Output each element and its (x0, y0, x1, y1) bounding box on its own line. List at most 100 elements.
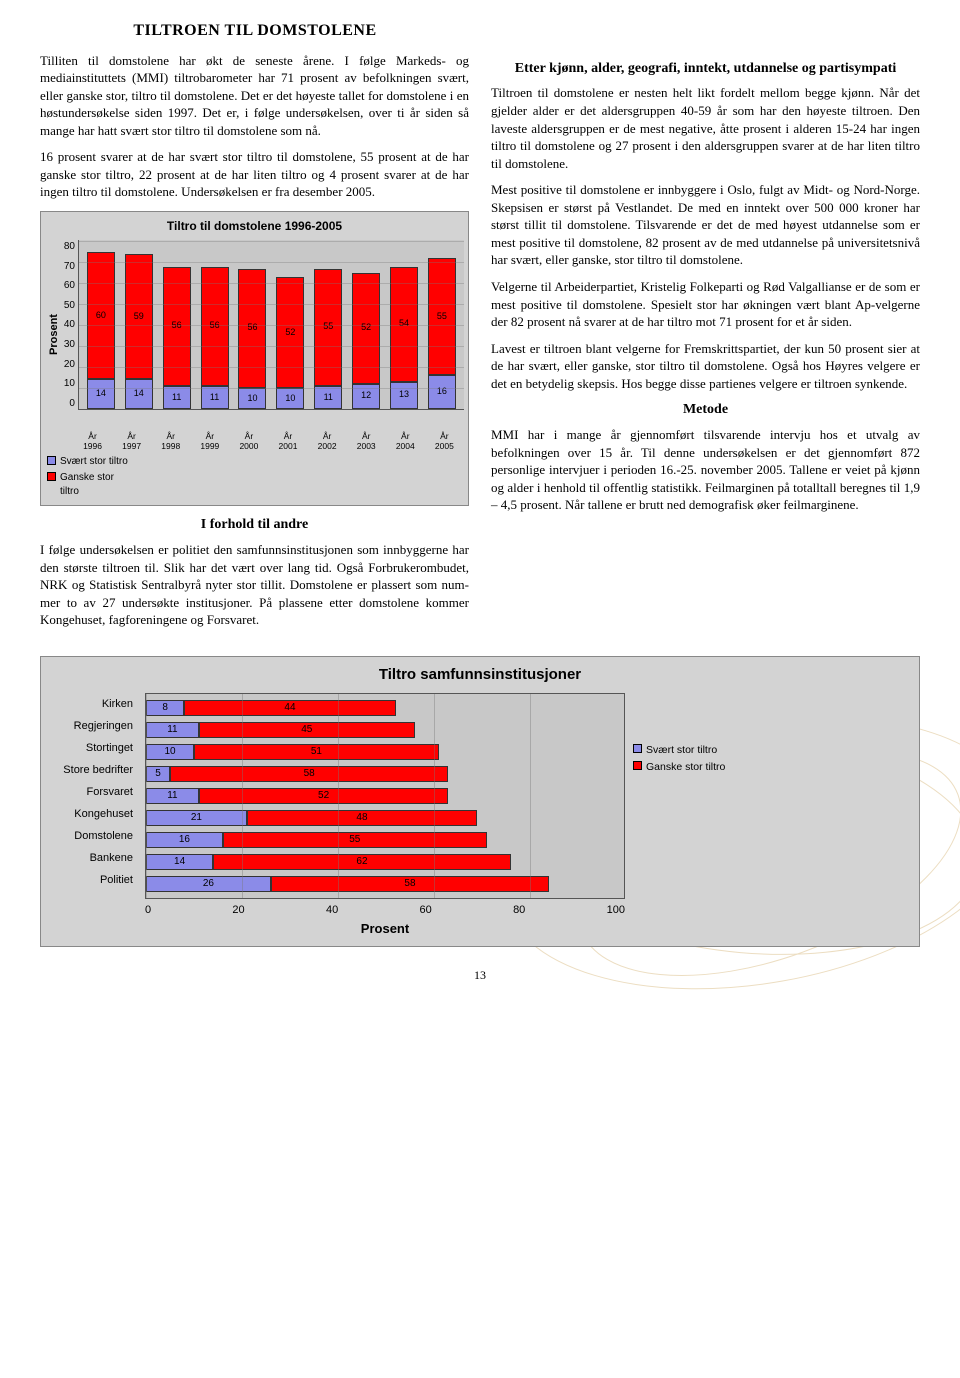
chart1-legend-item: Ganske stor tiltro (47, 471, 462, 498)
chart1-bar: 1155 (314, 269, 342, 409)
chart1-segment-bottom: 13 (390, 382, 418, 410)
chart1-segment-bottom: 10 (276, 388, 304, 409)
chart2-bar-row: 1152 (146, 785, 624, 807)
chart2-plot-area: 8441145105155811522148165514622658 (145, 693, 625, 899)
chart1-segment-top: 54 (390, 267, 418, 382)
legend-swatch (633, 761, 642, 770)
chart2-categories: KirkenRegjeringenStortingetStore bedrift… (47, 693, 137, 891)
chart1-segment-bottom: 14 (87, 379, 115, 409)
chart1-segment-bottom: 12 (352, 384, 380, 410)
chart1-xtick: År 1998 (157, 432, 185, 451)
chart1-segment-bottom: 11 (163, 386, 191, 409)
chart1-xtick: År 2004 (391, 432, 419, 451)
right-p2: Mest positive til domstolene er innbygge… (491, 181, 920, 269)
chart2-xlabel: Prosent (145, 918, 625, 938)
heading-i-forhold-til-andre: I forhold til andre (40, 516, 469, 535)
chart1-ytick: 60 (64, 279, 75, 293)
legend-label: Svært stor tiltro (646, 743, 717, 757)
two-column-layout: Tilliten til domstolene har økt de senes… (40, 52, 920, 638)
chart1-xtick: År 2005 (430, 432, 458, 451)
chart1-ytick: 40 (64, 318, 75, 332)
chart2-bar-row: 558 (146, 763, 624, 785)
chart2-xtick: 40 (326, 903, 338, 918)
intro-paragraph-2: 16 prosent svarer at de har svært stor t… (40, 148, 469, 201)
chart2-segment-left: 5 (146, 766, 170, 782)
legend-label: Svært stor tiltro (60, 455, 128, 469)
chart1-bar: 1156 (201, 267, 229, 409)
chart2-bar-row: 1051 (146, 741, 624, 763)
chart1-yticks: 01020304050607080 (64, 240, 78, 410)
chart1-bar: 1156 (163, 267, 191, 409)
right-p1: Tiltroen til domstolene er nesten helt l… (491, 84, 920, 172)
chart2-category-label: Kongehuset (47, 803, 137, 825)
chart2-category-label: Forsvaret (47, 781, 137, 803)
chart2-legend-item: Ganske stor tiltro (633, 760, 763, 774)
chart2-xtick: 100 (607, 903, 625, 918)
legend-label: Ganske stor tiltro (646, 760, 725, 774)
chart2-segment-right: 58 (170, 766, 448, 782)
chart1-ytick: 70 (64, 260, 75, 274)
chart2-category-label: Domstolene (47, 825, 137, 847)
chart1-bar: 1052 (276, 277, 304, 409)
chart1-bar: 1460 (87, 252, 115, 409)
chart2-bar-row: 844 (146, 697, 624, 719)
chart1-xtick: År 2003 (352, 432, 380, 451)
chart1-segment-top: 56 (201, 267, 229, 386)
chart1-segment-top: 52 (276, 277, 304, 388)
chart1-bar: 1354 (390, 267, 418, 409)
chart2-xticks: 020406080100 (145, 899, 625, 918)
chart2-category-label: Politiet (47, 869, 137, 891)
chart1-ytick: 80 (64, 240, 75, 254)
chart2-segment-left: 14 (146, 854, 213, 870)
chart2-segment-right: 58 (271, 876, 549, 892)
chart1-xticks: År 1996År 1997År 1998År 1999År 2000År 20… (45, 430, 464, 451)
chart1-segment-bottom: 11 (201, 386, 229, 409)
chart1-segment-top: 56 (238, 269, 266, 388)
chart1-segment-top: 55 (314, 269, 342, 386)
chart2-xtick: 80 (513, 903, 525, 918)
chart1-xtick: År 1999 (196, 432, 224, 451)
chart1-legend: Svært stor tiltro Ganske stor tiltro (45, 451, 464, 499)
page-title: TILTROEN TIL DOMSTOLENE (40, 20, 470, 42)
chart2-bar-row: 1655 (146, 829, 624, 851)
right-p5: MMI har i mange år gjennomført tilsvaren… (491, 426, 920, 514)
chart1-xtick: År 2001 (274, 432, 302, 451)
chart1-xtick: År 1997 (118, 432, 146, 451)
intro-paragraph-1: Tilliten til domstolene har økt de senes… (40, 52, 469, 140)
chart1-ytick: 0 (69, 397, 75, 411)
chart2-segment-left: 11 (146, 788, 199, 804)
chart2-legend-item: Svært stor tiltro (633, 743, 763, 757)
chart2-segment-left: 11 (146, 722, 199, 738)
chart1-segment-top: 59 (125, 254, 153, 379)
chart2-category-label: Bankene (47, 847, 137, 869)
chart2-title: Tiltro samfunnsinstitusjoner (47, 665, 913, 685)
chart2-bar-row: 2148 (146, 807, 624, 829)
chart2-xtick: 60 (420, 903, 432, 918)
legend-swatch (633, 744, 642, 753)
chart2-segment-left: 26 (146, 876, 271, 892)
chart-tiltro-domstolene: Tiltro til domstolene 1996-2005 Prosent … (40, 211, 469, 506)
chart2-xtick: 0 (145, 903, 151, 918)
chart1-segment-top: 55 (428, 258, 456, 375)
chart1-legend-item: Svært stor tiltro (47, 455, 462, 469)
page-number: 13 (40, 967, 920, 983)
chart2-segment-right: 48 (247, 810, 477, 826)
chart1-bar: 1252 (352, 273, 380, 409)
chart-samfunnsinstitusjoner: Tiltro samfunnsinstitusjoner KirkenRegje… (40, 656, 920, 947)
chart2-segment-right: 51 (194, 744, 439, 760)
chart1-segment-bottom: 14 (125, 379, 153, 409)
chart2-segment-right: 52 (199, 788, 449, 804)
chart2-segment-left: 10 (146, 744, 194, 760)
chart2-segment-left: 8 (146, 700, 184, 716)
chart2-category-label: Regjeringen (47, 715, 137, 737)
heading-etter-kjonn: Etter kjønn, alder, geografi, inntekt, u… (491, 60, 920, 79)
legend-swatch (47, 472, 56, 481)
right-column: Etter kjønn, alder, geografi, inntekt, u… (491, 52, 920, 638)
chart1-bar: 1459 (125, 254, 153, 409)
chart2-bar-row: 1145 (146, 719, 624, 741)
chart2-bar-row: 2658 (146, 873, 624, 895)
chart1-segment-top: 56 (163, 267, 191, 386)
chart1-segment-bottom: 16 (428, 375, 456, 409)
chart1-segment-top: 52 (352, 273, 380, 384)
chart2-category-label: Stortinget (47, 737, 137, 759)
